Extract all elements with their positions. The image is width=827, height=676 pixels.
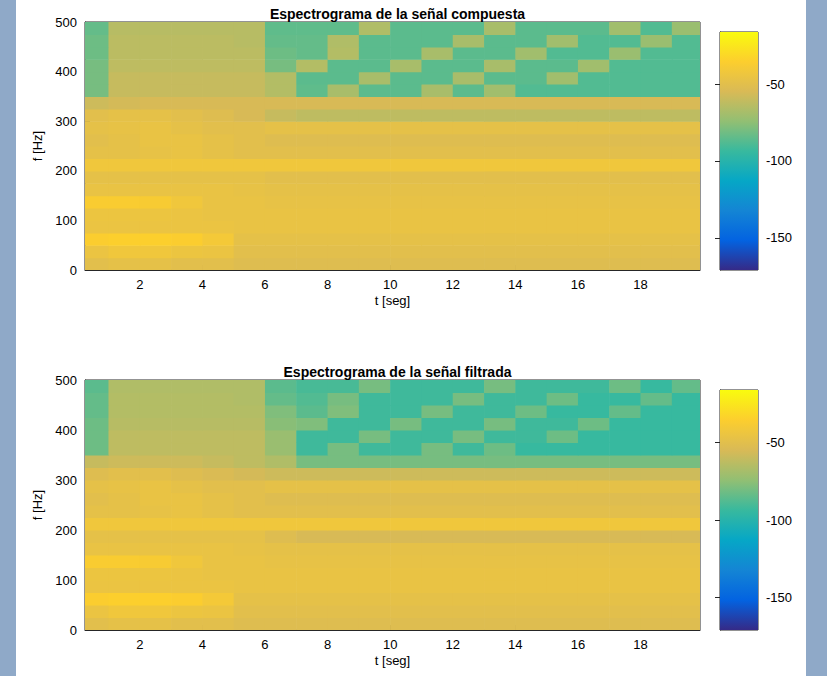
svg-text:8: 8 (324, 637, 331, 652)
svg-text:14: 14 (508, 637, 522, 652)
svg-text:200: 200 (55, 523, 77, 538)
svg-text:t [seg]: t [seg] (375, 293, 410, 308)
svg-text:2: 2 (136, 637, 143, 652)
svg-text:10: 10 (383, 637, 397, 652)
svg-text:f [Hz]: f [Hz] (30, 131, 45, 161)
svg-text:0: 0 (70, 263, 77, 278)
svg-text:Espectrograma de la señal comp: Espectrograma de la señal compuesta (270, 6, 525, 22)
svg-text:Espectrograma de la señal filt: Espectrograma de la señal filtrada (284, 364, 512, 380)
svg-text:100: 100 (55, 573, 77, 588)
svg-text:-100: -100 (766, 153, 792, 168)
svg-text:-50: -50 (766, 435, 785, 450)
svg-text:12: 12 (446, 637, 460, 652)
svg-text:-50: -50 (766, 77, 785, 92)
svg-text:10: 10 (383, 277, 397, 292)
svg-text:500: 500 (55, 373, 77, 388)
svg-text:4: 4 (199, 277, 206, 292)
svg-text:0: 0 (70, 623, 77, 638)
svg-text:-150: -150 (766, 590, 792, 605)
svg-text:4: 4 (199, 637, 206, 652)
svg-text:6: 6 (261, 277, 268, 292)
svg-text:14: 14 (508, 277, 522, 292)
svg-text:12: 12 (446, 277, 460, 292)
svg-text:16: 16 (571, 277, 585, 292)
svg-text:-150: -150 (766, 230, 792, 245)
svg-text:300: 300 (55, 473, 77, 488)
svg-text:100: 100 (55, 213, 77, 228)
svg-text:500: 500 (55, 15, 77, 30)
svg-text:t [seg]: t [seg] (375, 653, 410, 668)
svg-text:-100: -100 (766, 513, 792, 528)
svg-text:8: 8 (324, 277, 331, 292)
svg-text:6: 6 (261, 637, 268, 652)
svg-text:200: 200 (55, 163, 77, 178)
svg-text:400: 400 (55, 64, 77, 79)
svg-text:2: 2 (136, 277, 143, 292)
svg-text:16: 16 (571, 637, 585, 652)
svg-text:18: 18 (633, 277, 647, 292)
svg-text:300: 300 (55, 114, 77, 129)
svg-text:400: 400 (55, 423, 77, 438)
svg-text:f [Hz]: f [Hz] (30, 490, 45, 520)
svg-text:18: 18 (633, 637, 647, 652)
